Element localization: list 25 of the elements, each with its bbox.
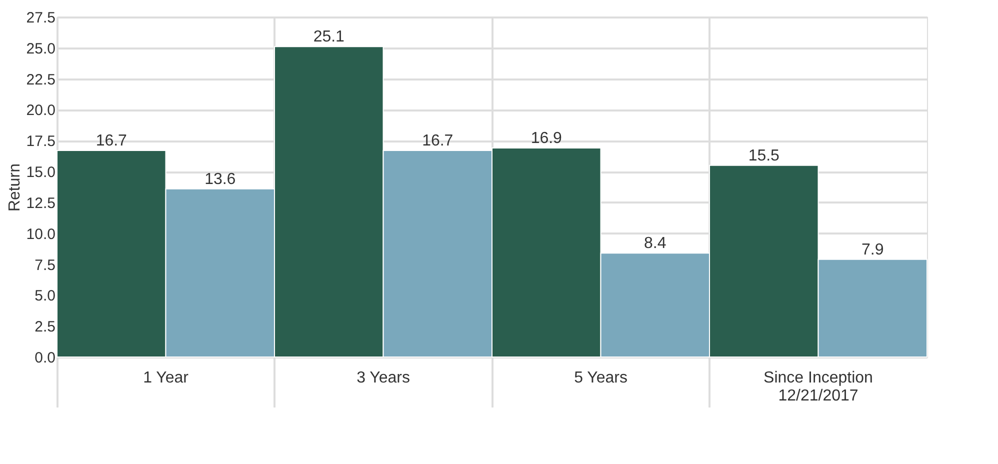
y-axis-title: Return (6, 163, 24, 212)
data-label: 16.7 (422, 132, 454, 150)
y-tick-label: 7.5 (34, 256, 56, 274)
y-tick-label: 27.5 (26, 10, 56, 26)
y-tick-label: 2.5 (34, 318, 56, 336)
x-tick-label: 3 Years (356, 370, 410, 386)
y-tick-label: 17.5 (26, 133, 56, 150)
y-tick-label: 0.0 (34, 350, 56, 366)
data-label: 15.5 (748, 147, 780, 164)
y-tick-label: 5.0 (34, 288, 56, 305)
data-label: 16.9 (530, 130, 562, 148)
data-label: 25.1 (313, 28, 345, 46)
y-tick-label: 15.0 (26, 164, 56, 182)
y-tick-label: 22.5 (26, 71, 56, 88)
y-tick-label: 12.5 (26, 194, 56, 212)
y-tick-label: 10.0 (26, 226, 56, 243)
data-label: 8.4 (644, 235, 666, 252)
x-tick-label: 5 Years (574, 370, 628, 386)
y-tick-label: 20.0 (26, 102, 56, 120)
x-tick-label: 1 Year (143, 370, 190, 386)
data-label: 13.6 (204, 170, 236, 188)
data-label: 16.7 (96, 132, 128, 150)
y-tick-label: 25.0 (26, 40, 56, 58)
data-label: 7.9 (862, 241, 884, 258)
x-tick-label: Since Inception 12/21/2017 (764, 370, 873, 404)
